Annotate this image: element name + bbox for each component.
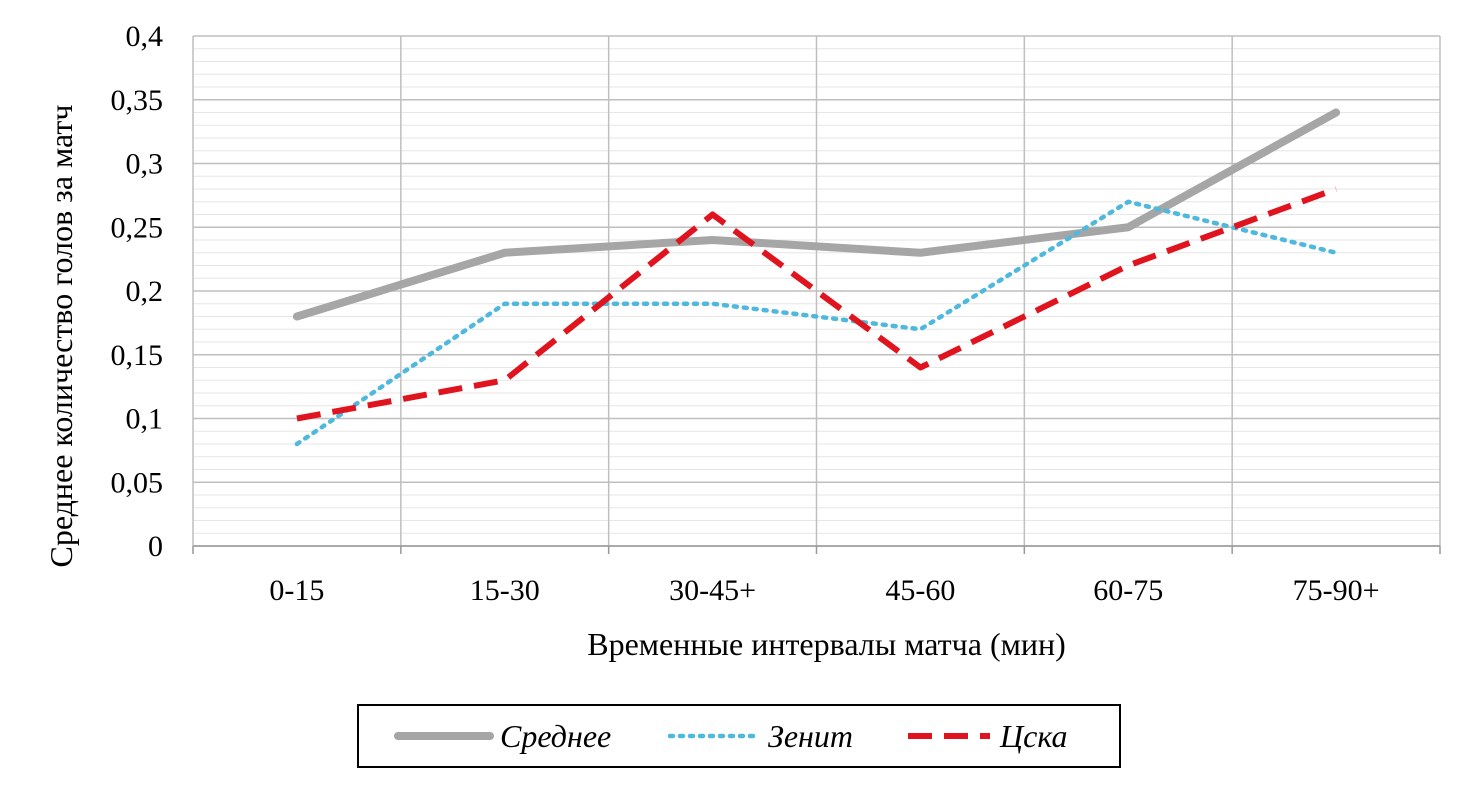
x-axis-title: Временные интервалы матча (мин) [587, 626, 1066, 662]
y-tick-label: 0,3 [126, 148, 164, 181]
legend-label: Цска [999, 718, 1067, 754]
y-axis-title: Среднее количество голов за матч [43, 104, 79, 567]
x-tick-label: 45-60 [885, 574, 955, 607]
y-tick-label: 0 [148, 530, 163, 563]
y-tick-label: 0,4 [126, 20, 164, 53]
x-tick-label: 0-15 [269, 574, 324, 607]
x-tick-label: 75-90+ [1293, 574, 1380, 607]
series-line [294, 199, 1339, 447]
y-tick-label: 0,05 [111, 466, 164, 499]
series-line [292, 108, 1341, 321]
y-tick-label: 0,2 [126, 275, 164, 308]
x-tick-label: 15-30 [470, 574, 540, 607]
major-gridlines [192, 35, 1441, 554]
y-tick-label: 0,1 [126, 403, 164, 436]
legend: Среднее Зенит Цска [357, 704, 1121, 768]
series-lines [292, 108, 1341, 447]
x-tick-label: 60-75 [1093, 574, 1163, 607]
y-axis-ticks: 0 0,05 0,1 0,15 0,2 0,25 0,3 0,35 0,4 [111, 20, 164, 563]
legend-label: Среднее [500, 718, 611, 754]
y-tick-label: 0,35 [111, 84, 164, 117]
y-tick-label: 0,15 [111, 339, 164, 372]
y-tick-label: 0,25 [111, 211, 164, 244]
x-tick-label: 30-45+ [669, 574, 756, 607]
legend-label: Зенит [768, 718, 853, 754]
x-axis-ticks: 0-15 15-30 30-45+ 45-60 60-75 75-90+ [269, 574, 1379, 607]
